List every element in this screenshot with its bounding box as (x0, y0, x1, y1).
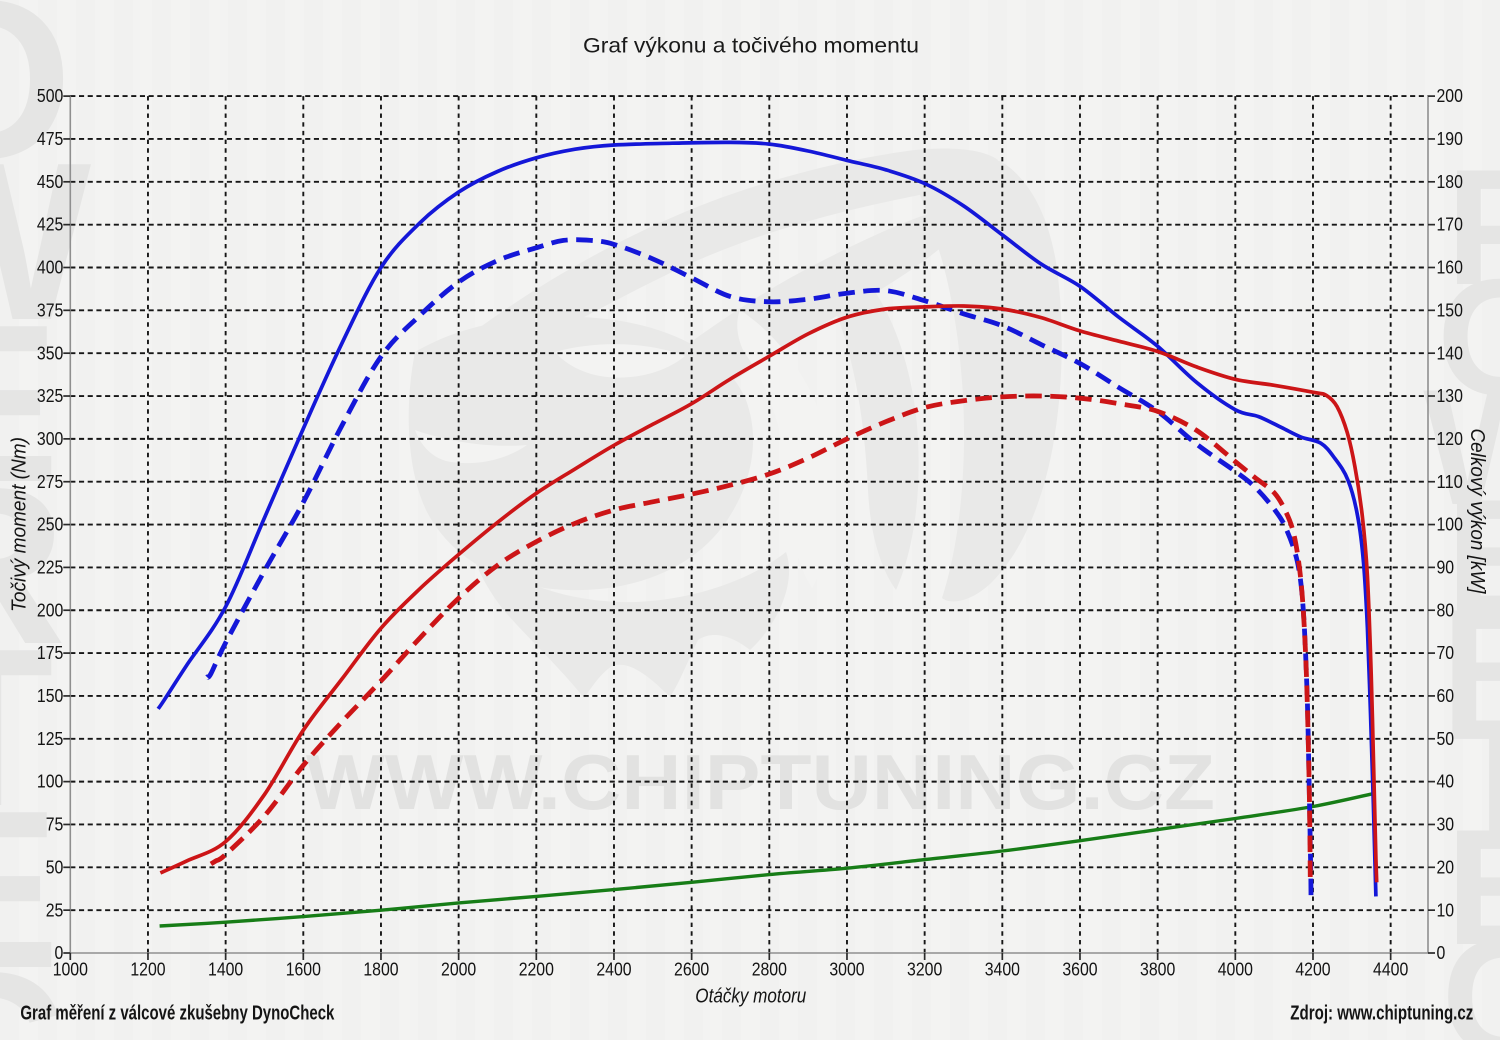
svg-text:Točivý moment (Nm): Točivý moment (Nm) (9, 437, 31, 612)
svg-text:30: 30 (1437, 814, 1455, 835)
svg-text:70: 70 (1437, 642, 1455, 663)
svg-text:2400: 2400 (596, 959, 631, 980)
svg-text:R: R (1441, 575, 1500, 759)
svg-text:425: 425 (37, 214, 63, 235)
svg-text:350: 350 (37, 342, 63, 363)
svg-text:C: C (0, 925, 66, 1040)
svg-text:170: 170 (1437, 214, 1463, 235)
svg-text:40: 40 (1437, 771, 1455, 792)
svg-text:50: 50 (46, 856, 64, 877)
svg-text:2600: 2600 (674, 959, 709, 980)
svg-text:2000: 2000 (441, 959, 476, 980)
svg-text:W: W (1423, 355, 1500, 539)
svg-text:4200: 4200 (1295, 959, 1330, 980)
svg-text:R: R (0, 439, 66, 691)
svg-text:1600: 1600 (286, 959, 321, 980)
svg-text:160: 160 (1437, 257, 1463, 278)
svg-text:80: 80 (1437, 599, 1455, 620)
svg-text:175: 175 (37, 642, 63, 663)
svg-text:450: 450 (37, 171, 63, 192)
svg-text:200: 200 (37, 599, 63, 620)
svg-text:20: 20 (1437, 856, 1455, 877)
svg-text:0: 0 (1437, 942, 1446, 963)
svg-text:2800: 2800 (752, 959, 787, 980)
svg-text:190: 190 (1437, 128, 1463, 149)
svg-text:500: 500 (37, 85, 63, 106)
svg-text:300: 300 (37, 428, 63, 449)
svg-text:10: 10 (1437, 899, 1455, 920)
svg-text:325: 325 (37, 385, 63, 406)
svg-text:Otáčky motoru: Otáčky motoru (695, 985, 806, 1008)
svg-text:375: 375 (37, 299, 63, 320)
svg-text:W: W (0, 115, 92, 367)
svg-text:225: 225 (37, 556, 63, 577)
svg-text:475: 475 (37, 128, 63, 149)
svg-text:Graf výkonu a točivého momentu: Graf výkonu a točivého momentu (583, 34, 919, 57)
svg-text:60: 60 (1437, 685, 1455, 706)
svg-text:4400: 4400 (1373, 959, 1408, 980)
svg-text:2200: 2200 (519, 959, 554, 980)
svg-text:110: 110 (1437, 471, 1463, 492)
svg-text:E: E (0, 763, 60, 1015)
svg-text:T: T (1451, 685, 1500, 869)
svg-text:200: 200 (1437, 85, 1463, 106)
svg-text:100: 100 (1437, 514, 1463, 535)
svg-text:150: 150 (1437, 299, 1463, 320)
svg-text:1000: 1000 (53, 959, 88, 980)
svg-text:T: T (0, 601, 54, 853)
svg-text:E: E (1446, 465, 1500, 649)
svg-text:3600: 3600 (1062, 959, 1097, 980)
svg-text:150: 150 (37, 685, 63, 706)
svg-text:180: 180 (1437, 171, 1463, 192)
svg-text:90: 90 (1437, 556, 1455, 577)
svg-text:Zdroj: www.chiptuning.cz: Zdroj: www.chiptuning.cz (1290, 1002, 1473, 1025)
svg-text:0: 0 (55, 942, 64, 963)
svg-text:250: 250 (37, 514, 63, 535)
svg-text:O: O (0, 0, 73, 205)
svg-text:400: 400 (37, 257, 63, 278)
svg-text:25: 25 (46, 899, 64, 920)
svg-text:3200: 3200 (907, 959, 942, 980)
svg-text:E: E (0, 277, 60, 529)
svg-text:125: 125 (37, 728, 63, 749)
svg-text:E: E (1446, 795, 1500, 979)
svg-text:1400: 1400 (208, 959, 243, 980)
svg-text:1800: 1800 (363, 959, 398, 980)
svg-text:C: C (1441, 905, 1500, 1040)
svg-text:75: 75 (46, 814, 64, 835)
svg-text:P: P (1446, 135, 1500, 319)
svg-text:275: 275 (37, 471, 63, 492)
svg-text:3800: 3800 (1140, 959, 1175, 980)
svg-text:3000: 3000 (829, 959, 864, 980)
svg-text:Graf měření z válcové zkušebny: Graf měření z válcové zkušebny DynoCheck (20, 1002, 334, 1025)
svg-text:50: 50 (1437, 728, 1455, 749)
svg-text:Celkový výkon [kW]: Celkový výkon [kW] (1466, 429, 1488, 594)
svg-text:140: 140 (1437, 342, 1463, 363)
svg-text:1200: 1200 (130, 959, 165, 980)
svg-text:100: 100 (37, 771, 63, 792)
svg-text:3400: 3400 (985, 959, 1020, 980)
svg-text:O: O (1437, 245, 1500, 429)
svg-text:4000: 4000 (1218, 959, 1253, 980)
svg-text:120: 120 (1437, 428, 1463, 449)
svg-text:130: 130 (1437, 385, 1463, 406)
